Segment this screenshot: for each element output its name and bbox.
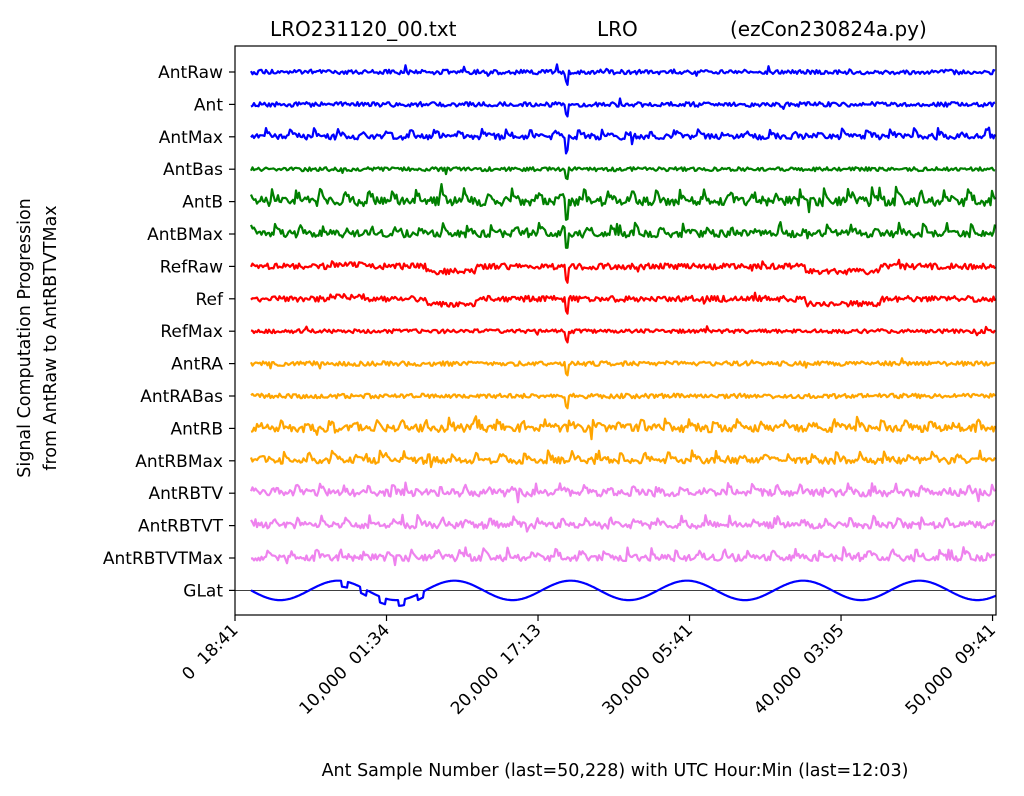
plot-frame: [234, 45, 997, 616]
y-tick-label: RefMax: [160, 322, 223, 342]
y-tick-label: AntRB: [170, 419, 223, 439]
y-tick-label: AntRaw: [158, 63, 223, 83]
y-tick-label: AntRABas: [140, 387, 223, 407]
x-axis-ticks: 0 18:41 10,000 01:34 20,000 17:13 30,000 05…: [178, 615, 1000, 719]
series-line-antmax: [250, 126, 997, 155]
series-layer: [235, 63, 997, 607]
x-tick-label: 40,000 03:05: [750, 620, 848, 718]
y-tick-label: AntRBMax: [135, 452, 223, 472]
y-tick-label: Ref: [196, 290, 225, 310]
y-tick-label: AntBas: [163, 160, 223, 180]
y-tick-label: AntRBTVT: [138, 517, 224, 537]
series-line-antrb: [250, 415, 997, 441]
series-line-ref: [250, 291, 997, 315]
series-line-antrbtv: [249, 481, 996, 504]
y-axis-label-line2: from AntRaw to AntRBTVTMax: [41, 205, 61, 470]
series-line-antb: [249, 183, 997, 221]
x-axis-label: Ant Sample Number (last=50,228) with UTC…: [322, 761, 909, 781]
x-tick-label: 50,000 09:41: [902, 620, 1000, 718]
y-tick-label: AntB: [182, 193, 223, 213]
y-tick-label: AntRA: [171, 355, 223, 375]
y-axis-ticks: AntRaw Ant AntMax AntBas AntB AntBMax RefRaw Re…: [103, 63, 235, 601]
y-tick-label: GLat: [183, 581, 223, 601]
series-line-ant: [250, 97, 996, 118]
title-station: LRO: [597, 17, 638, 41]
y-tick-label: AntRBTV: [148, 484, 223, 504]
y-axis-label: Signal Computation Progression from AntR…: [15, 198, 61, 478]
series-line-antrbtvtmax: [250, 546, 996, 567]
title-filename: LRO231120_00.txt: [270, 17, 457, 41]
series-line-antrbmax: [249, 449, 996, 469]
series-line-antbas: [249, 166, 996, 181]
series-line-glat: [250, 579, 997, 607]
series-line-antrabas: [250, 392, 996, 410]
y-tick-label: AntMax: [159, 128, 223, 148]
series-line-antraw: [250, 63, 996, 86]
series-line-antra: [249, 357, 996, 377]
x-tick-label: 0 18:41: [178, 620, 242, 684]
chart-title: LRO231120_00.txt LRO (ezCon230824a.py): [270, 17, 927, 41]
y-tick-label: AntBMax: [147, 225, 223, 245]
x-tick-label: 30,000 05:41: [599, 620, 697, 718]
series-line-antrbtvt: [250, 513, 996, 533]
series-line-antbmax: [249, 221, 997, 249]
y-axis-label-line1: Signal Computation Progression: [15, 198, 35, 478]
title-script: (ezCon230824a.py): [730, 17, 927, 41]
x-tick-label: 20,000 17:13: [447, 620, 545, 718]
y-tick-label: RefRaw: [160, 257, 223, 277]
y-tick-label: AntRBTVTMax: [103, 549, 223, 569]
x-tick-label: 10,000 01:34: [296, 620, 394, 718]
series-line-refraw: [250, 258, 996, 284]
series-line-refmax: [250, 325, 996, 344]
y-tick-label: Ant: [194, 95, 223, 115]
